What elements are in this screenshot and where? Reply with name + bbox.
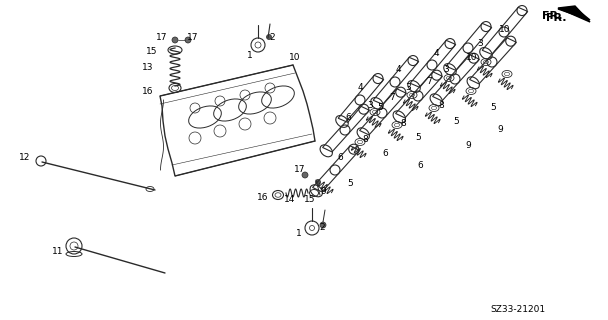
- Text: 2: 2: [319, 222, 325, 231]
- Text: 9: 9: [320, 188, 326, 196]
- Text: 5: 5: [415, 133, 421, 142]
- Text: 16: 16: [257, 194, 269, 203]
- Text: 6: 6: [345, 114, 351, 123]
- Text: 4: 4: [357, 84, 363, 92]
- Text: 17: 17: [187, 33, 199, 42]
- Circle shape: [266, 35, 272, 39]
- Circle shape: [320, 222, 326, 228]
- Circle shape: [172, 37, 178, 43]
- Text: SZ33-21201: SZ33-21201: [490, 306, 545, 315]
- Polygon shape: [558, 7, 590, 20]
- Text: FR.: FR.: [542, 11, 562, 21]
- Text: 7: 7: [426, 77, 432, 86]
- Text: 13: 13: [142, 63, 154, 73]
- Text: 17: 17: [156, 33, 168, 42]
- Text: 6: 6: [337, 154, 343, 163]
- Text: 4: 4: [395, 66, 401, 75]
- Text: 9: 9: [497, 125, 503, 134]
- Text: 10: 10: [466, 52, 478, 61]
- Text: 5: 5: [347, 179, 353, 188]
- Text: 3: 3: [405, 84, 411, 92]
- Text: 7: 7: [389, 93, 395, 102]
- Text: 8: 8: [438, 101, 444, 110]
- Text: 5: 5: [377, 103, 383, 113]
- Circle shape: [185, 37, 191, 43]
- Text: 6: 6: [417, 161, 423, 170]
- Text: 3: 3: [443, 66, 449, 75]
- Text: 15: 15: [304, 196, 316, 204]
- Text: 6: 6: [382, 148, 388, 157]
- Polygon shape: [558, 6, 590, 22]
- Text: 10: 10: [289, 52, 301, 61]
- Text: FR.: FR.: [546, 13, 567, 23]
- Text: 1: 1: [296, 228, 302, 237]
- Text: 4: 4: [433, 49, 439, 58]
- Text: 5: 5: [453, 116, 459, 125]
- Text: 8: 8: [362, 135, 368, 145]
- Text: 11: 11: [52, 247, 64, 257]
- Text: 8: 8: [400, 118, 406, 127]
- Text: 12: 12: [19, 154, 30, 163]
- Text: 1: 1: [247, 51, 253, 60]
- Circle shape: [316, 180, 320, 185]
- Text: 10: 10: [499, 26, 511, 35]
- Text: 9: 9: [465, 140, 471, 149]
- Text: 3: 3: [477, 39, 483, 49]
- Text: 5: 5: [490, 103, 496, 113]
- Text: 16: 16: [142, 86, 154, 95]
- Text: 14: 14: [285, 196, 295, 204]
- Text: 2: 2: [269, 34, 275, 43]
- Text: 15: 15: [147, 46, 157, 55]
- Circle shape: [302, 172, 308, 178]
- Text: 17: 17: [294, 165, 306, 174]
- Text: 3: 3: [367, 100, 373, 109]
